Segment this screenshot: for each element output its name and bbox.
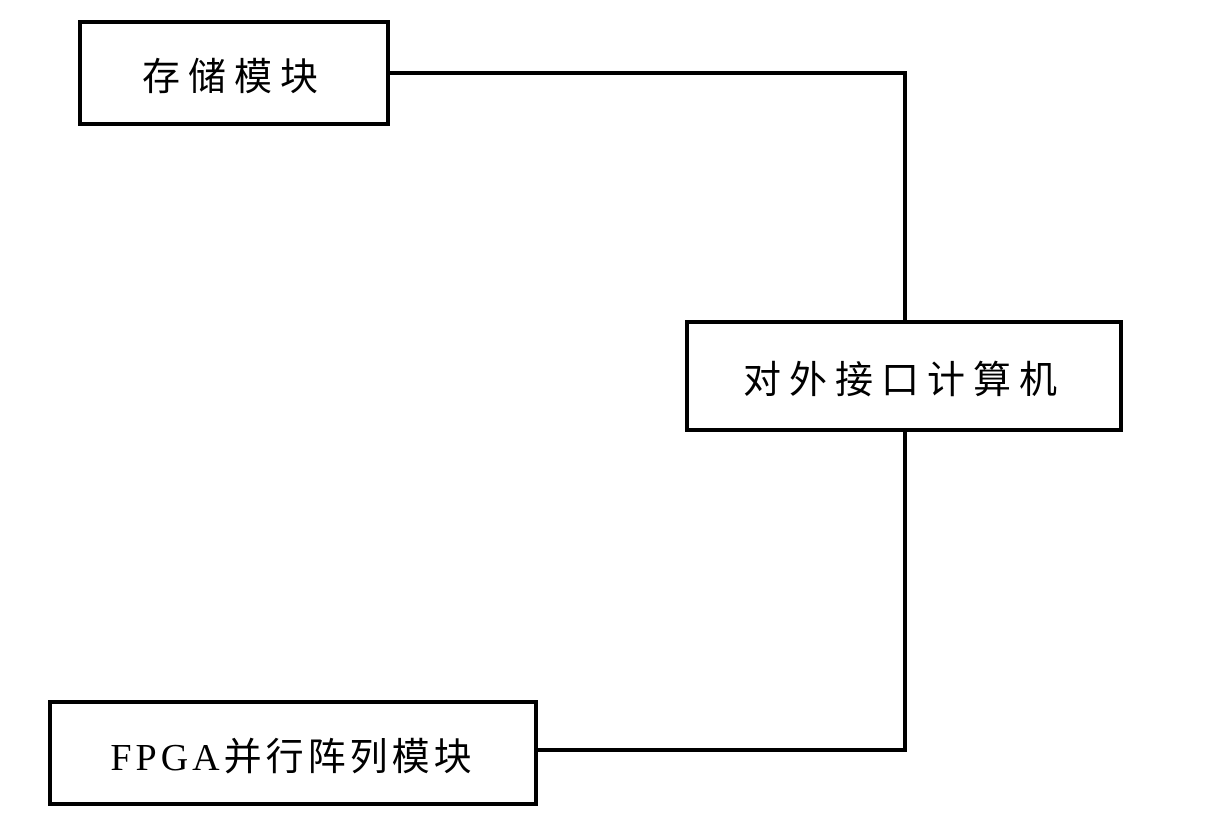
storage-module-box: 存储模块	[78, 20, 390, 126]
interface-computer-label: 对外接口计算机	[743, 349, 1065, 404]
storage-module-label: 存储模块	[142, 46, 326, 101]
connector-interface-fpga-h	[536, 748, 907, 752]
fpga-module-box: FPGA并行阵列模块	[48, 700, 538, 806]
interface-computer-box: 对外接口计算机	[685, 320, 1123, 432]
connector-interface-fpga-v	[903, 430, 907, 750]
connector-storage-interface-v	[903, 71, 907, 323]
fpga-module-label: FPGA并行阵列模块	[110, 726, 475, 781]
connector-storage-interface-h	[390, 71, 907, 75]
